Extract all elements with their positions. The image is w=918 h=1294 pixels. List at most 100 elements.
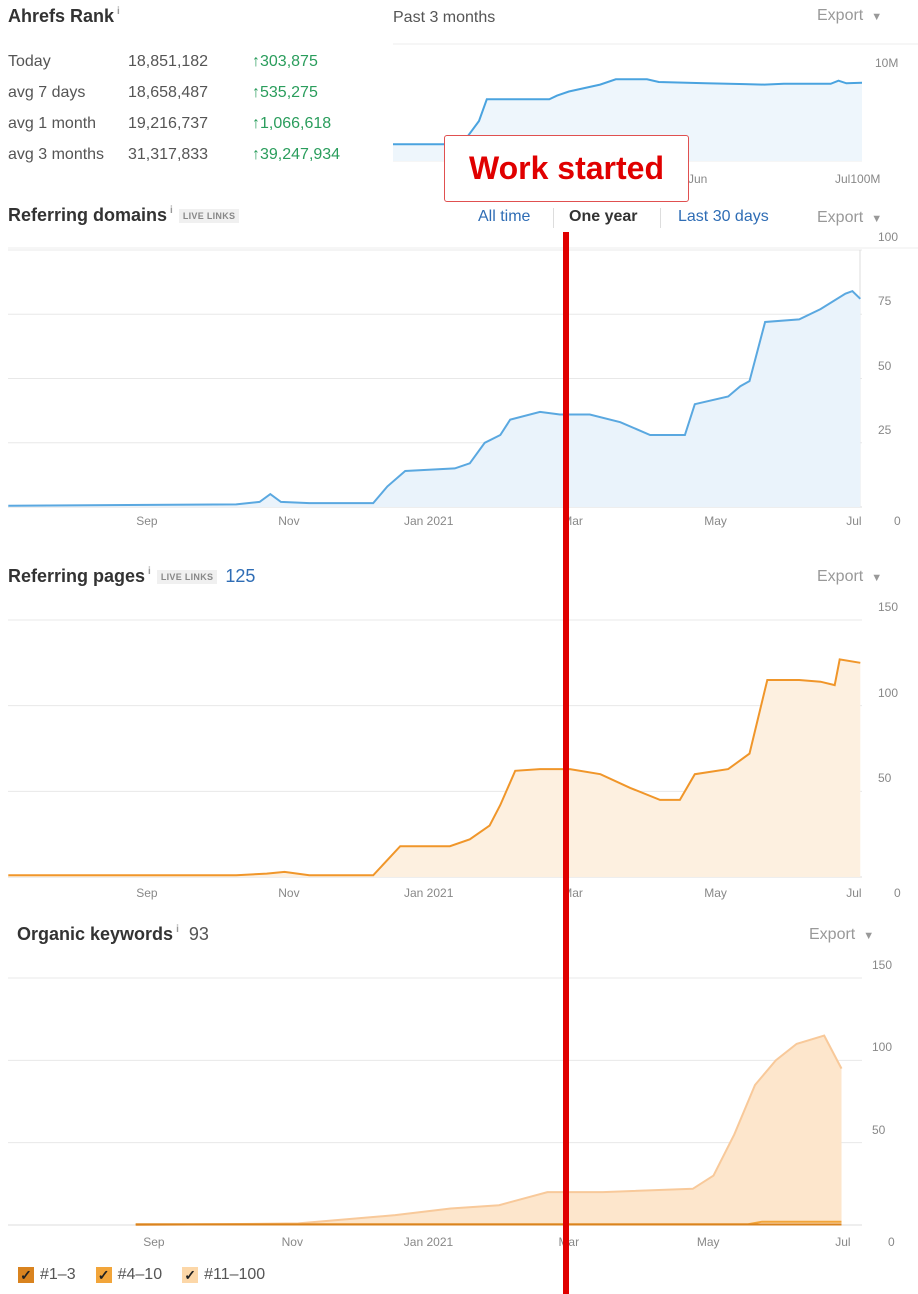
tab-divider bbox=[660, 208, 661, 228]
x-tick-label: Nov bbox=[278, 886, 300, 900]
rank-export-button[interactable]: Export ▼ bbox=[817, 7, 882, 25]
y-tick-label: 50 bbox=[878, 358, 892, 373]
checkbox-4-10[interactable]: ✓ bbox=[95, 1267, 112, 1283]
chevron-down-icon: ▼ bbox=[863, 930, 875, 942]
referring-domains-line bbox=[8, 289, 861, 507]
x-tick-label: Jan 2021 bbox=[404, 886, 454, 900]
keywords-export-button[interactable]: Export ▼ bbox=[809, 926, 874, 944]
referring-pages-area bbox=[8, 659, 861, 877]
legend-label: #1–3 bbox=[40, 1266, 76, 1283]
legend-label: #4–10 bbox=[117, 1266, 163, 1283]
tab-one-year[interactable]: One year bbox=[569, 208, 638, 225]
tick-label: Jul bbox=[835, 172, 851, 186]
info-icon[interactable]: i bbox=[176, 924, 179, 935]
export-label: Export bbox=[817, 7, 864, 24]
y-tick-label: 100 bbox=[872, 1040, 893, 1055]
chevron-down-icon: ▼ bbox=[871, 572, 883, 584]
rank-row-change: ↑39,247,934 bbox=[252, 146, 340, 164]
change-value: 1,066,618 bbox=[260, 115, 332, 132]
referring-domains-title: Referring domains i LIVE LINKS bbox=[8, 205, 240, 226]
export-label: Export bbox=[817, 568, 864, 585]
rank-row-label: avg 7 days bbox=[8, 84, 86, 101]
y-tick-label: 50 bbox=[872, 1122, 886, 1137]
live-links-badge: LIVE LINKS bbox=[156, 570, 218, 585]
y-tick-label: 75 bbox=[878, 294, 892, 309]
arrow-up-icon: ↑ bbox=[252, 84, 260, 101]
change-value: 39,247,934 bbox=[260, 146, 341, 163]
title-text: Referring pages bbox=[8, 566, 146, 586]
x-tick-label: Jan 2021 bbox=[403, 1235, 454, 1249]
y-tick-label: 0 bbox=[894, 514, 901, 528]
rank-x-tick: Jul100M bbox=[835, 172, 880, 186]
organic-keywords-series-0-area bbox=[135, 1035, 842, 1225]
y-tick-label: 0 bbox=[894, 886, 901, 900]
work-started-annotation: Work started bbox=[444, 135, 689, 202]
keywords-legend: ✓ #1–3 ✓ #4–10 ✓ #11–100 bbox=[18, 1266, 265, 1284]
y-tick-label: 100 bbox=[878, 685, 899, 700]
y-tick-label: 25 bbox=[878, 422, 892, 437]
referring-pages-count[interactable]: 125 bbox=[225, 566, 256, 586]
x-tick-label: Sep bbox=[136, 514, 158, 528]
y-tick-label: 0 bbox=[888, 1235, 895, 1249]
info-icon[interactable]: i bbox=[117, 6, 120, 17]
rank-y-top: 10M bbox=[875, 56, 899, 70]
tab-divider bbox=[553, 208, 554, 228]
title-text: Ahrefs Rank bbox=[8, 6, 115, 26]
rank-row-value: 19,216,737 bbox=[128, 115, 209, 132]
arrow-up-icon: ↑ bbox=[252, 115, 260, 132]
x-tick-label: Jul bbox=[835, 1235, 851, 1249]
organic-keywords-series-0-line bbox=[135, 1034, 843, 1226]
x-tick-label: Nov bbox=[281, 1235, 303, 1249]
rank-x-tick: Jun bbox=[688, 172, 708, 186]
referring-pages-line bbox=[8, 658, 861, 877]
x-tick-label: May bbox=[704, 886, 727, 900]
change-value: 303,875 bbox=[260, 53, 318, 70]
rank-row-label: Today bbox=[8, 53, 51, 70]
ahrefs-rank-title: Ahrefs Rank i bbox=[8, 6, 120, 27]
organic-keywords-count: 93 bbox=[188, 924, 209, 944]
work-started-marker-line bbox=[563, 232, 569, 1294]
info-icon[interactable]: i bbox=[170, 205, 173, 216]
x-tick-label: Sep bbox=[143, 1235, 165, 1249]
rank-row-value: 18,658,487 bbox=[128, 84, 209, 101]
x-tick-label: Jan 2021 bbox=[404, 514, 454, 528]
pages-export-button[interactable]: Export ▼ bbox=[817, 568, 882, 586]
x-tick-label: May bbox=[704, 514, 727, 528]
info-icon[interactable]: i bbox=[148, 566, 151, 577]
organic-keywords-title: Organic keywords i 93 bbox=[17, 924, 209, 945]
rank-row-label: avg 1 month bbox=[8, 115, 97, 132]
title-text: Referring domains bbox=[8, 205, 168, 225]
export-label: Export bbox=[817, 209, 864, 226]
x-tick-label: Nov bbox=[278, 514, 300, 528]
rank-y-bottom: 100M bbox=[850, 172, 881, 186]
rank-row-change: ↑535,275 bbox=[252, 84, 318, 102]
referring-domains-area bbox=[8, 291, 861, 507]
x-tick-label: May bbox=[696, 1235, 720, 1249]
rank-row-change: ↑1,066,618 bbox=[252, 115, 331, 133]
y-tick-label: 50 bbox=[878, 771, 892, 786]
checkbox-1-3[interactable]: ✓ bbox=[18, 1267, 34, 1283]
x-tick-label: Jul bbox=[846, 514, 862, 528]
rank-row-change: ↑303,875 bbox=[252, 53, 318, 71]
arrow-up-icon: ↑ bbox=[252, 53, 260, 70]
export-label: Export bbox=[809, 926, 856, 943]
rank-row-value: 18,851,182 bbox=[128, 53, 209, 70]
tab-last-30-days[interactable]: Last 30 days bbox=[678, 208, 769, 225]
domains-export-button[interactable]: Export ▼ bbox=[817, 209, 882, 227]
rank-row-value: 31,317,833 bbox=[128, 146, 209, 163]
y-tick-label: 150 bbox=[878, 600, 899, 614]
period-label: Past 3 months bbox=[393, 9, 496, 26]
chevron-down-icon: ▼ bbox=[871, 213, 883, 225]
tab-all-time[interactable]: All time bbox=[478, 208, 531, 225]
rank-line bbox=[393, 78, 863, 146]
legend-label: #11–100 bbox=[204, 1266, 266, 1283]
x-tick-label: Sep bbox=[136, 886, 158, 900]
rank-row-label: avg 3 months bbox=[8, 146, 105, 163]
x-tick-label: Jul bbox=[846, 886, 862, 900]
change-value: 535,275 bbox=[260, 84, 318, 101]
y-tick-label: 150 bbox=[872, 958, 893, 972]
y-tick-label: 100 bbox=[878, 230, 899, 244]
checkbox-11-100[interactable]: ✓ bbox=[182, 1267, 199, 1283]
arrow-up-icon: ↑ bbox=[252, 146, 260, 163]
